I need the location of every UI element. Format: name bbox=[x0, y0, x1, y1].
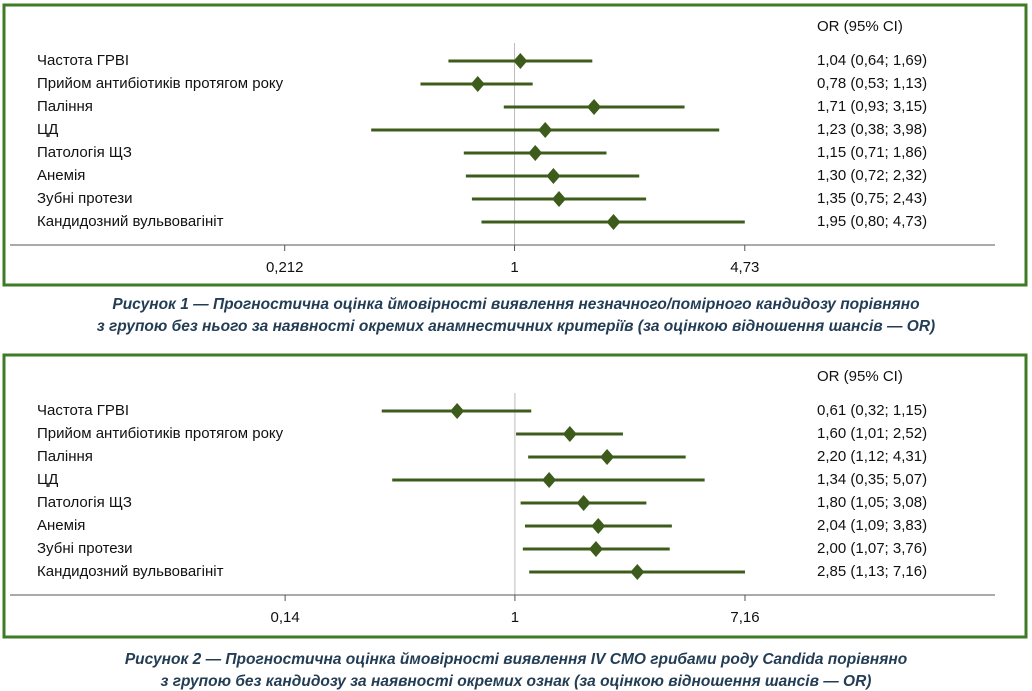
column-header: OR (95% CI) bbox=[817, 368, 903, 385]
or-diamond bbox=[552, 191, 567, 207]
or-diamond bbox=[528, 145, 543, 161]
or-diamond bbox=[513, 53, 528, 69]
or-diamond bbox=[587, 99, 602, 115]
row-label: Патологія ЩЗ bbox=[37, 144, 132, 161]
panel-border bbox=[2, 353, 1028, 639]
value-label: 0,61 (0,32; 1,15) bbox=[817, 402, 927, 419]
value-label: 1,71 (0,93; 3,15) bbox=[817, 98, 927, 115]
or-diamond bbox=[576, 495, 591, 511]
row-label: Кандидозний вульвовагініт bbox=[37, 563, 224, 580]
caption: з групою без кандидозу за наявності окре… bbox=[161, 673, 872, 690]
row-label: Патологія ЩЗ bbox=[37, 494, 132, 511]
or-diamond bbox=[600, 449, 615, 465]
or-diamond bbox=[470, 76, 485, 92]
row-label: Частота ГРВІ bbox=[37, 52, 129, 69]
value-label: 1,80 (1,05; 3,08) bbox=[817, 494, 927, 511]
value-label: 2,85 (1,13; 7,16) bbox=[817, 563, 927, 580]
caption: Рисунок 1 — Прогностична оцінка ймовірно… bbox=[112, 296, 919, 313]
row-label: ЦД bbox=[37, 121, 58, 138]
row-label: Зубні протези bbox=[37, 540, 133, 557]
or-diamond bbox=[606, 214, 621, 230]
value-label: 1,35 (0,75; 2,43) bbox=[817, 190, 927, 207]
row-label: Прийом антибіотиків протягом року bbox=[37, 425, 284, 442]
or-diamond bbox=[542, 472, 557, 488]
value-label: 1,30 (0,72; 2,32) bbox=[817, 167, 927, 184]
value-label: 2,20 (1,12; 4,31) bbox=[817, 448, 927, 465]
value-label: 2,04 (1,09; 3,83) bbox=[817, 517, 927, 534]
value-label: 1,23 (0,38; 3,98) bbox=[817, 121, 927, 138]
or-diamond bbox=[588, 541, 603, 557]
or-diamond bbox=[546, 168, 561, 184]
row-label: Анемія bbox=[37, 167, 85, 184]
x-tick-label: 1 bbox=[510, 259, 518, 276]
row-label: Прийом антибіотиків протягом року bbox=[37, 75, 284, 92]
caption: Рисунок 2 — Прогностична оцінка ймовірно… bbox=[125, 651, 907, 668]
value-label: 2,00 (1,07; 3,76) bbox=[817, 540, 927, 557]
row-label: Зубні протези bbox=[37, 190, 133, 207]
row-label: Паління bbox=[37, 98, 93, 115]
value-label: 1,04 (0,64; 1,69) bbox=[817, 52, 927, 69]
value-label: 1,95 (0,80; 4,73) bbox=[817, 213, 927, 230]
row-label: Частота ГРВІ bbox=[37, 402, 129, 419]
or-diamond bbox=[562, 426, 577, 442]
or-diamond bbox=[450, 403, 465, 419]
value-label: 1,60 (1,01; 2,52) bbox=[817, 425, 927, 442]
x-tick-label: 7,16 bbox=[730, 609, 759, 626]
x-tick-label: 1 bbox=[511, 609, 519, 626]
x-tick-label: 4,73 bbox=[730, 259, 759, 276]
value-label: 1,34 (0,35; 5,07) bbox=[817, 471, 927, 488]
row-label: Анемія bbox=[37, 517, 85, 534]
panel-border bbox=[2, 3, 1028, 287]
column-header: OR (95% CI) bbox=[817, 18, 903, 35]
value-label: 0,78 (0,53; 1,13) bbox=[817, 75, 927, 92]
x-tick-label: 0,212 bbox=[266, 259, 304, 276]
or-diamond bbox=[591, 518, 606, 534]
x-tick-label: 0,14 bbox=[271, 609, 300, 626]
value-label: 1,15 (0,71; 1,86) bbox=[817, 144, 927, 161]
or-diamond bbox=[538, 122, 553, 138]
row-label: Паління bbox=[37, 448, 93, 465]
row-label: Кандидозний вульвовагініт bbox=[37, 213, 224, 230]
row-label: ЦД bbox=[37, 471, 58, 488]
caption: з групою без нього за наявності окремих … bbox=[97, 318, 935, 335]
or-diamond bbox=[630, 564, 645, 580]
